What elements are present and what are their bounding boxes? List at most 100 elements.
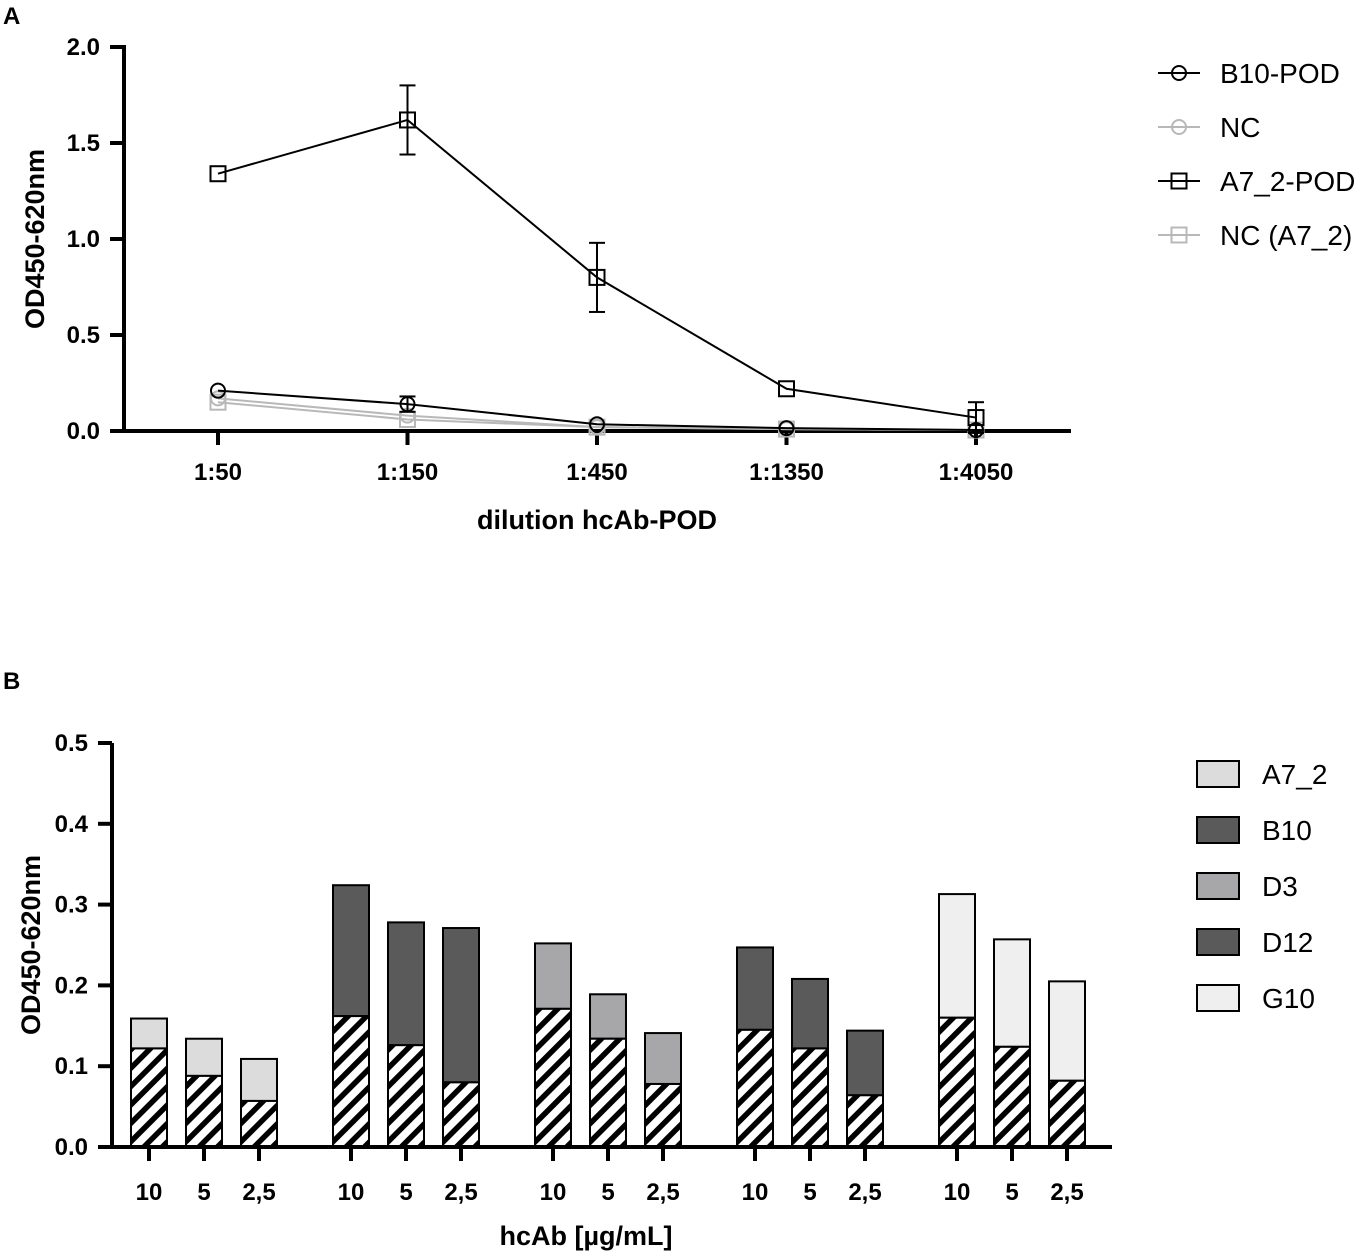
legend-label: D12	[1262, 927, 1313, 958]
panel-a-x-tick-label: 1:1350	[749, 459, 824, 486]
panel-b-x-tick-label: 10	[540, 1179, 567, 1206]
series-line	[217, 389, 977, 432]
panel-b-y-tick-label: 0.0	[55, 1134, 88, 1161]
panel-b-y-axis-title: OD450-620nm	[16, 855, 46, 1035]
panel-b-x-tick-label: 10	[742, 1179, 769, 1206]
panel-b-x-tick-label: 10	[944, 1179, 971, 1206]
data-point	[588, 268, 606, 286]
data-point	[778, 380, 795, 398]
panel-b-y-tick-label: 0.3	[55, 892, 88, 919]
bar-hatched	[534, 1007, 572, 1148]
panel-b-x-tick-label: 5	[601, 1179, 614, 1206]
panel-a-x-axis-title: dilution hcAb-POD	[477, 505, 717, 535]
bar-group-b10	[332, 884, 480, 1149]
bar-group-g10	[938, 893, 1086, 1149]
bar-hatched	[846, 1094, 884, 1148]
panel-b-label: B	[3, 668, 20, 695]
panel-a-legend: B10-POD NC A7_2-POD NC (A7_2)	[1158, 58, 1355, 251]
bar-upper	[442, 927, 480, 1084]
bar-upper	[938, 893, 976, 1019]
data-point	[209, 393, 227, 411]
data-point	[209, 165, 227, 183]
data-point	[778, 420, 795, 437]
legend-label: B10	[1262, 815, 1312, 846]
panel-b-x-tick-label: 5	[803, 1179, 816, 1206]
bar-hatched	[589, 1037, 627, 1149]
panel-a-y-axis-title: OD450-620nm	[20, 149, 50, 329]
series-a7-2-pod	[209, 84, 985, 434]
bar-upper	[589, 993, 627, 1040]
circle-marker-icon	[1171, 65, 1187, 81]
bar-hatched	[185, 1074, 223, 1148]
panel-a-y-tick-label: 0.0	[67, 418, 100, 445]
legend-label: D3	[1262, 871, 1298, 902]
legend-swatch	[1196, 984, 1240, 1012]
legend-label: NC (A7_2)	[1220, 220, 1352, 251]
panel-b-x-tick-label: 2,5	[242, 1179, 275, 1206]
bar-hatched	[332, 1015, 370, 1148]
legend-label: G10	[1262, 983, 1315, 1014]
legend-label: NC	[1220, 112, 1260, 143]
series-b10-pod	[210, 382, 984, 439]
panel-b-legend: A7_2 B10 D3 D12 G10	[1196, 759, 1327, 1014]
panel-b-y-tick-label: 0.5	[55, 730, 88, 757]
panel-b-y-tick-label: 0.1	[55, 1053, 88, 1080]
panel-b-x-tick-label: 5	[399, 1179, 412, 1206]
bar-upper	[387, 921, 425, 1047]
panel-a-x-tick-label: 1:150	[377, 459, 438, 486]
legend-swatch	[1196, 760, 1240, 788]
bar-upper	[534, 942, 572, 1010]
legend-swatch	[1196, 872, 1240, 900]
panel-b-y-tick-label: 0.2	[55, 972, 88, 999]
panel-a-y-tick-label: 0.5	[67, 322, 100, 349]
legend-swatch	[1196, 816, 1240, 844]
bar-upper	[993, 938, 1031, 1048]
panel-b-x-axis-title: hcAb [µg/mL]	[499, 1221, 672, 1251]
panel-a-x-tick-label: 1:450	[566, 459, 627, 486]
bar-group-d12	[736, 946, 884, 1148]
panel-b-x-tick-label: 2,5	[848, 1179, 881, 1206]
panel-a-label: A	[3, 3, 20, 30]
bar-hatched	[644, 1082, 682, 1148]
panel-b-x-tick-label: 2,5	[444, 1179, 477, 1206]
bar-group-d3	[534, 942, 682, 1149]
data-point	[967, 409, 985, 427]
panel-a-y-tick-label: 1.0	[67, 226, 100, 253]
bar-hatched	[240, 1099, 278, 1148]
bar-upper	[332, 884, 370, 1018]
circle-marker-icon	[1171, 119, 1187, 135]
panel-a-x-tick-label: 1:50	[194, 459, 242, 486]
data-point	[589, 416, 605, 433]
bar-upper	[1048, 980, 1086, 1082]
data-point	[399, 396, 416, 413]
bar-upper	[130, 1017, 168, 1050]
panel-b-x-tick-label: 5	[1005, 1179, 1018, 1206]
bar-upper	[736, 946, 774, 1031]
legend-label: B10-POD	[1220, 58, 1340, 89]
bar-hatched	[736, 1028, 774, 1148]
bar-group-a7-2	[130, 1017, 278, 1148]
data-point	[399, 111, 416, 129]
bar-hatched	[938, 1016, 976, 1148]
data-point	[210, 382, 226, 399]
bar-hatched	[791, 1047, 829, 1148]
legend-label: A7_2	[1262, 759, 1327, 790]
series-line	[217, 397, 977, 432]
panel-a-y-tick-label: 2.0	[67, 34, 100, 61]
bar-hatched	[387, 1044, 425, 1149]
panel-a: A OD450-620nm dilution hcAb-POD 0.0 0.5 1.…	[3, 3, 1355, 535]
bar-upper	[846, 1029, 884, 1097]
bar-hatched	[442, 1081, 480, 1148]
bar-hatched	[993, 1045, 1031, 1148]
bar-upper	[644, 1032, 682, 1085]
panel-b-x-tick-label: 5	[197, 1179, 210, 1206]
bar-upper	[185, 1037, 223, 1077]
square-marker-icon	[1170, 172, 1188, 190]
bar-upper	[791, 977, 829, 1050]
panel-b-x-tick-label: 2,5	[646, 1179, 679, 1206]
panel-b-x-tick-label: 10	[338, 1179, 365, 1206]
panel-b-y-tick-label: 0.4	[55, 811, 89, 838]
series-line	[217, 401, 977, 432]
bar-hatched	[130, 1047, 168, 1148]
